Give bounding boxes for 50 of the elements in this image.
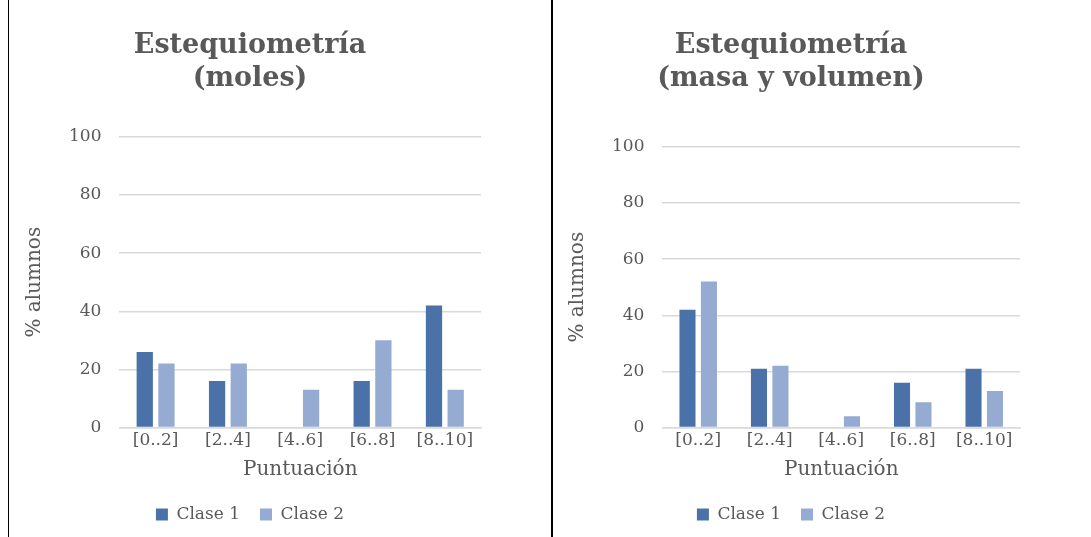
legend-label: Clase 1 [717, 502, 782, 523]
y-tick-label: 80 [79, 183, 102, 204]
x-tick-label: [6..8] [349, 429, 396, 450]
chart-title: Estequiometría (masa y volumen) [657, 28, 925, 92]
chart-title: Estequiometría (moles) [133, 28, 367, 92]
y-tick-label: 100 [611, 135, 645, 156]
legend-label: Clase 2 [280, 502, 345, 523]
y-tick-label: 60 [622, 247, 645, 268]
bar [158, 363, 175, 427]
x-tick-label: [4..6] [277, 429, 324, 450]
x-tick-label: [8..10] [955, 429, 1013, 450]
bar [425, 305, 443, 427]
bar [986, 391, 1004, 427]
x-tick-label: [8..10] [416, 429, 474, 450]
y-tick-label: 40 [79, 299, 102, 320]
bar [230, 363, 247, 427]
x-tick-label: [2..4] [746, 429, 793, 450]
legend-label: Clase 1 [176, 502, 241, 523]
y-tick-label: 60 [79, 241, 102, 262]
bar [353, 381, 370, 427]
bar [700, 281, 717, 427]
bar [772, 365, 789, 427]
y-tick-label: 0 [90, 416, 102, 437]
bar [750, 368, 768, 427]
y-tick-label: 0 [633, 416, 645, 437]
x-axis-title: Puntuación [783, 456, 899, 481]
bar [447, 389, 464, 427]
legend-label: Clase 2 [821, 502, 886, 523]
x-tick-label: [2..4] [205, 429, 251, 450]
bar [965, 368, 982, 427]
bar [679, 309, 696, 427]
bar [375, 340, 392, 427]
bar [915, 402, 932, 427]
y-tick-label: 20 [622, 359, 645, 380]
y-tick-label: 40 [622, 303, 645, 324]
bar [843, 416, 860, 427]
y-tick-label: 100 [68, 125, 102, 146]
y-tick-label: 20 [79, 357, 102, 378]
y-axis-title: % alumnos [21, 226, 46, 338]
x-tick-label: [6..8] [889, 429, 936, 450]
x-tick-label: [0..2] [132, 429, 179, 450]
bar [302, 389, 320, 427]
x-axis-title: Puntuación [242, 456, 358, 481]
y-tick-label: 80 [622, 191, 645, 212]
x-tick-label: [4..6] [818, 429, 865, 450]
x-tick-label: [0..2] [675, 429, 722, 450]
bar [208, 381, 226, 427]
bar [136, 351, 153, 427]
bar [893, 382, 911, 427]
y-axis-title: % alumnos [564, 231, 589, 343]
